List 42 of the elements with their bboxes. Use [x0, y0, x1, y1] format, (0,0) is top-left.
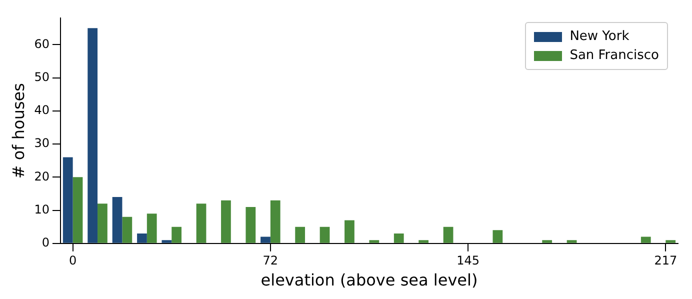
- bar: [270, 200, 280, 243]
- y-tick-label: 50: [34, 70, 50, 84]
- bar: [394, 233, 404, 243]
- bar: [72, 177, 83, 243]
- bar: [88, 28, 98, 243]
- bar: [112, 197, 122, 243]
- y-axis-title: # of houses: [8, 83, 28, 179]
- bar: [344, 220, 354, 243]
- bar: [221, 200, 231, 243]
- bar: [295, 226, 306, 243]
- bar: [492, 230, 503, 243]
- bar: [98, 204, 108, 243]
- bar: [172, 226, 182, 243]
- x-tick-label: 0: [69, 254, 77, 268]
- legend-label: New York: [570, 28, 630, 46]
- bar: [640, 236, 651, 243]
- y-tick-label: 60: [34, 36, 50, 51]
- bar: [260, 236, 270, 243]
- bar: [542, 240, 552, 243]
- bar: [146, 214, 157, 243]
- bar: [122, 216, 132, 243]
- bar: [566, 240, 577, 243]
- x-axis-title: elevation (above sea level): [260, 270, 478, 290]
- bar: [162, 240, 172, 243]
- y-tick-label: 10: [34, 202, 50, 216]
- legend-label: San Francisco: [570, 47, 659, 65]
- y-tick-label: 20: [34, 169, 50, 184]
- bar: [443, 226, 454, 243]
- y-tick-label: 40: [34, 103, 50, 118]
- bar: [418, 240, 429, 243]
- bar: [666, 240, 676, 243]
- bar: [62, 157, 73, 243]
- bar: [137, 233, 147, 243]
- x-tick-label: 217: [654, 254, 678, 268]
- bar: [320, 226, 330, 243]
- bar: [196, 204, 206, 243]
- y-tick-label: 0: [42, 236, 50, 250]
- x-tick-label: 145: [456, 254, 480, 268]
- y-tick-label: 30: [34, 136, 50, 150]
- bar: [369, 240, 380, 243]
- x-tick-label: 72: [262, 254, 278, 268]
- bar: [246, 206, 256, 243]
